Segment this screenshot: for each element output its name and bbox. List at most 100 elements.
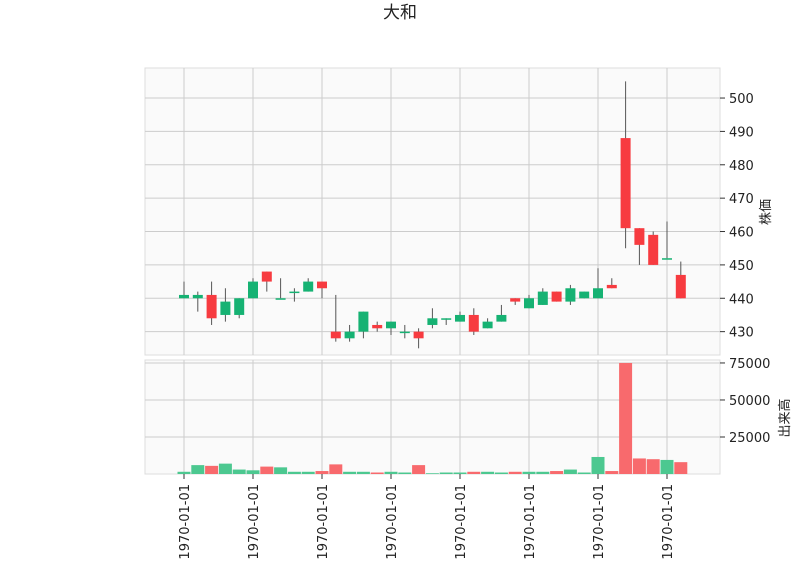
volume-bar xyxy=(315,471,329,474)
price-axis-title: 株価 xyxy=(759,199,774,225)
volume-bar xyxy=(646,459,660,474)
price-axis-ticks: 430 440 450 460 470 480 490 500 xyxy=(720,92,754,341)
volume-axis-ticks: 25000 50000 75000 xyxy=(720,357,770,446)
candle-body xyxy=(248,281,258,299)
volume-bar xyxy=(508,471,522,474)
volume-bar xyxy=(453,472,467,474)
candle-body xyxy=(468,314,479,332)
candle-body xyxy=(620,138,631,229)
volume-bar xyxy=(370,472,384,474)
volume-tick-label: 75000 xyxy=(729,357,770,372)
candle-body xyxy=(317,281,327,289)
candle-body xyxy=(565,288,576,302)
volume-bar xyxy=(674,462,688,474)
candle-body xyxy=(344,331,355,339)
candle-body xyxy=(261,271,272,282)
volume-bar xyxy=(660,459,674,474)
candle-body xyxy=(192,294,203,299)
volume-bar xyxy=(439,472,453,474)
volume-bar xyxy=(467,471,481,474)
candle-body xyxy=(372,324,383,329)
price-tick-label: 490 xyxy=(729,125,754,140)
candle-body xyxy=(606,284,617,289)
price-tick-label: 500 xyxy=(729,92,754,107)
x-tick-label: 1970-01-01 xyxy=(592,484,607,560)
candle-body xyxy=(275,298,286,300)
candle-body xyxy=(220,301,231,315)
volume-bar xyxy=(412,465,426,474)
price-tick-label: 470 xyxy=(729,192,754,207)
volume-bar xyxy=(177,471,191,474)
candle-body xyxy=(482,321,493,329)
candle-body xyxy=(634,228,645,245)
volume-bar xyxy=(260,466,274,474)
price-tick-label: 430 xyxy=(729,326,754,341)
volume-panel-background xyxy=(144,359,721,475)
candle-body xyxy=(179,294,189,299)
volume-bar xyxy=(619,362,633,474)
volume-bar xyxy=(425,473,439,474)
x-tick-label: 1970-01-01 xyxy=(661,484,676,560)
price-tick-label: 440 xyxy=(729,292,754,307)
candle-body xyxy=(234,298,245,315)
candle-body xyxy=(648,234,659,265)
candle-body xyxy=(399,331,410,334)
volume-bar xyxy=(550,471,564,474)
volume-bar xyxy=(577,472,591,474)
volume-bar xyxy=(343,471,357,474)
volume-bar xyxy=(481,471,495,474)
volume-bar xyxy=(398,472,412,474)
candle-body xyxy=(593,288,603,299)
candle-body xyxy=(496,314,507,322)
volume-bar xyxy=(205,465,219,474)
x-tick-label: 1970-01-01 xyxy=(523,484,538,560)
volume-bar xyxy=(605,471,619,474)
volume-bar xyxy=(246,470,260,474)
candle-body xyxy=(675,274,686,299)
price-candles xyxy=(179,81,686,349)
candle-body xyxy=(441,318,452,320)
price-tick-label: 460 xyxy=(729,226,754,241)
candle-body xyxy=(510,298,521,302)
volume-bar xyxy=(384,471,398,474)
candle-body xyxy=(330,331,341,339)
candle-body xyxy=(413,331,424,339)
candle-body xyxy=(662,258,672,260)
volume-bar xyxy=(232,469,246,474)
candle-body xyxy=(289,291,300,294)
volume-bar xyxy=(301,471,315,474)
candle-body xyxy=(358,311,369,332)
volume-bar xyxy=(218,463,232,474)
candle-body xyxy=(386,321,396,329)
volume-bar xyxy=(536,471,550,474)
x-tick-label: 1970-01-01 xyxy=(385,484,400,560)
volume-bar xyxy=(563,469,577,474)
volume-bar xyxy=(632,458,646,474)
candle-body xyxy=(427,318,438,325)
candle-body xyxy=(303,281,314,292)
x-tick-label: 1970-01-01 xyxy=(316,484,331,560)
volume-tick-label: 25000 xyxy=(729,431,770,446)
chart-title: 大和 xyxy=(383,3,417,23)
volume-bars xyxy=(177,362,688,474)
x-axis-ticks: 1970-01-01 1970-01-01 1970-01-01 1970-01-01… xyxy=(178,474,676,560)
x-tick-label: 1970-01-01 xyxy=(178,484,193,560)
candle-body xyxy=(455,314,465,322)
candle-body xyxy=(537,291,548,305)
volume-bar xyxy=(329,464,343,474)
volume-bar xyxy=(287,471,301,474)
price-tick-label: 450 xyxy=(729,259,754,274)
volume-bar xyxy=(522,471,536,474)
volume-bar xyxy=(494,472,508,474)
candle-body xyxy=(579,291,590,299)
x-tick-label: 1970-01-01 xyxy=(454,484,469,560)
volume-bar xyxy=(591,456,605,474)
candle-body xyxy=(206,294,217,319)
price-tick-label: 480 xyxy=(729,159,754,174)
volume-bar xyxy=(274,467,288,474)
volume-bar xyxy=(191,465,205,474)
x-tick-label: 1970-01-01 xyxy=(247,484,262,560)
volume-tick-label: 50000 xyxy=(729,394,770,409)
